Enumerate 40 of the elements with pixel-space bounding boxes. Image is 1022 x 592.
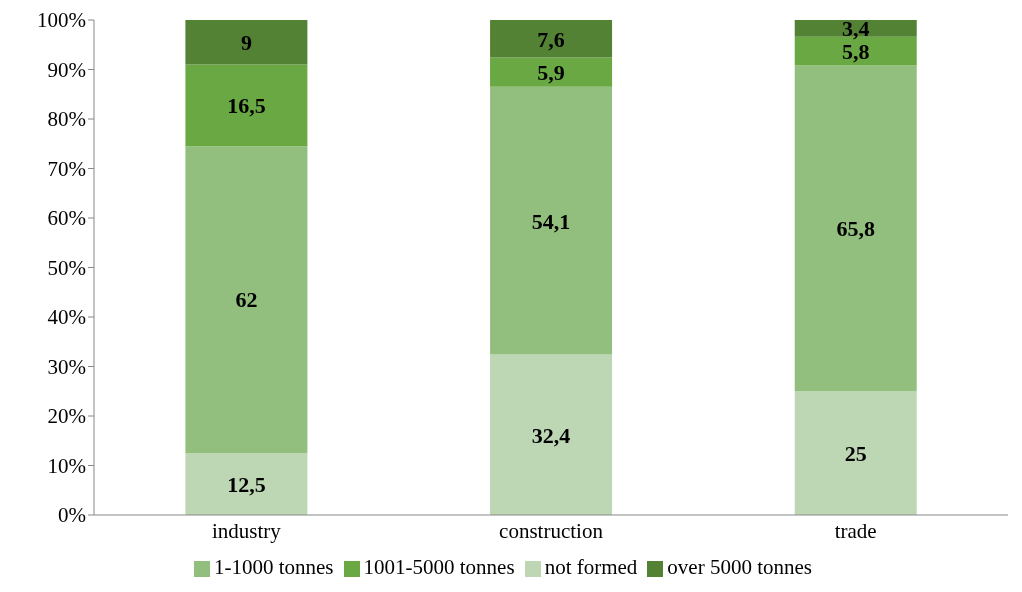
y-tick-label: 50%	[47, 255, 86, 280]
y-tick-label: 70%	[47, 156, 86, 181]
y-tick-label: 20%	[47, 404, 86, 429]
y-tick-label: 100%	[37, 8, 86, 33]
data-label: 9	[240, 30, 252, 56]
data-label: 54,1	[531, 208, 571, 234]
bar	[185, 64, 308, 147]
bar	[185, 146, 308, 454]
y-tick-label: 40%	[47, 305, 86, 330]
data-label: 65,8	[836, 216, 875, 242]
data-label: 5,9	[537, 60, 565, 86]
bar	[794, 391, 917, 515]
bar	[490, 86, 613, 355]
y-tick-label: 0%	[58, 503, 86, 528]
data-label: 16,5	[227, 93, 266, 119]
legend-label: not formed	[544, 555, 638, 579]
x-tick-label: industry	[211, 518, 282, 543]
data-label: 32,4	[531, 422, 571, 448]
y-tick-label: 60%	[47, 206, 86, 231]
y-tick-label: 90%	[47, 57, 86, 82]
y-tick-label: 10%	[47, 453, 86, 478]
legend-label: 1001-5000 tonnes	[363, 555, 515, 579]
data-label: 25	[844, 440, 867, 466]
data-label: 3,4	[841, 16, 870, 42]
bar	[490, 354, 613, 515]
x-tick-label: trade	[834, 518, 877, 543]
legend-label: 1-1000 tonnes	[213, 555, 334, 579]
bar	[794, 65, 917, 392]
x-tick-label: construction	[499, 518, 604, 543]
data-label: 5,8	[841, 39, 870, 64]
bar	[185, 453, 308, 515]
legend-label: over 5000 tonnes	[667, 555, 813, 579]
y-tick-label: 30%	[47, 354, 86, 379]
bar	[490, 57, 613, 87]
bar	[490, 20, 613, 58]
data-label: 12,5	[227, 471, 266, 497]
y-tick-label: 80%	[47, 107, 86, 132]
data-label: 7,6	[537, 26, 565, 52]
data-label: 62	[235, 287, 258, 313]
bar	[185, 20, 308, 65]
